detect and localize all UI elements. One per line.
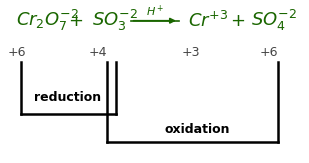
Text: oxidation: oxidation — [164, 123, 230, 136]
Text: +3: +3 — [182, 46, 200, 59]
Text: +4: +4 — [88, 46, 107, 59]
Text: $\mathit{SO_4^{-2}}$: $\mathit{SO_4^{-2}}$ — [251, 8, 297, 33]
Text: +6: +6 — [7, 46, 26, 59]
Text: $\mathit{SO_3^{-2}}$: $\mathit{SO_3^{-2}}$ — [92, 8, 138, 33]
Text: $H^+$: $H^+$ — [146, 3, 164, 19]
Text: $\mathit{Cr_2O_7^{-2}}$: $\mathit{Cr_2O_7^{-2}}$ — [16, 8, 80, 33]
Text: $\mathit{Cr^{+3}}$: $\mathit{Cr^{+3}}$ — [188, 11, 228, 31]
Text: reduction: reduction — [34, 91, 101, 104]
Text: $\mathit{+}$: $\mathit{+}$ — [68, 12, 83, 30]
Text: $\mathit{+}$: $\mathit{+}$ — [230, 12, 245, 30]
Text: +6: +6 — [260, 46, 278, 59]
